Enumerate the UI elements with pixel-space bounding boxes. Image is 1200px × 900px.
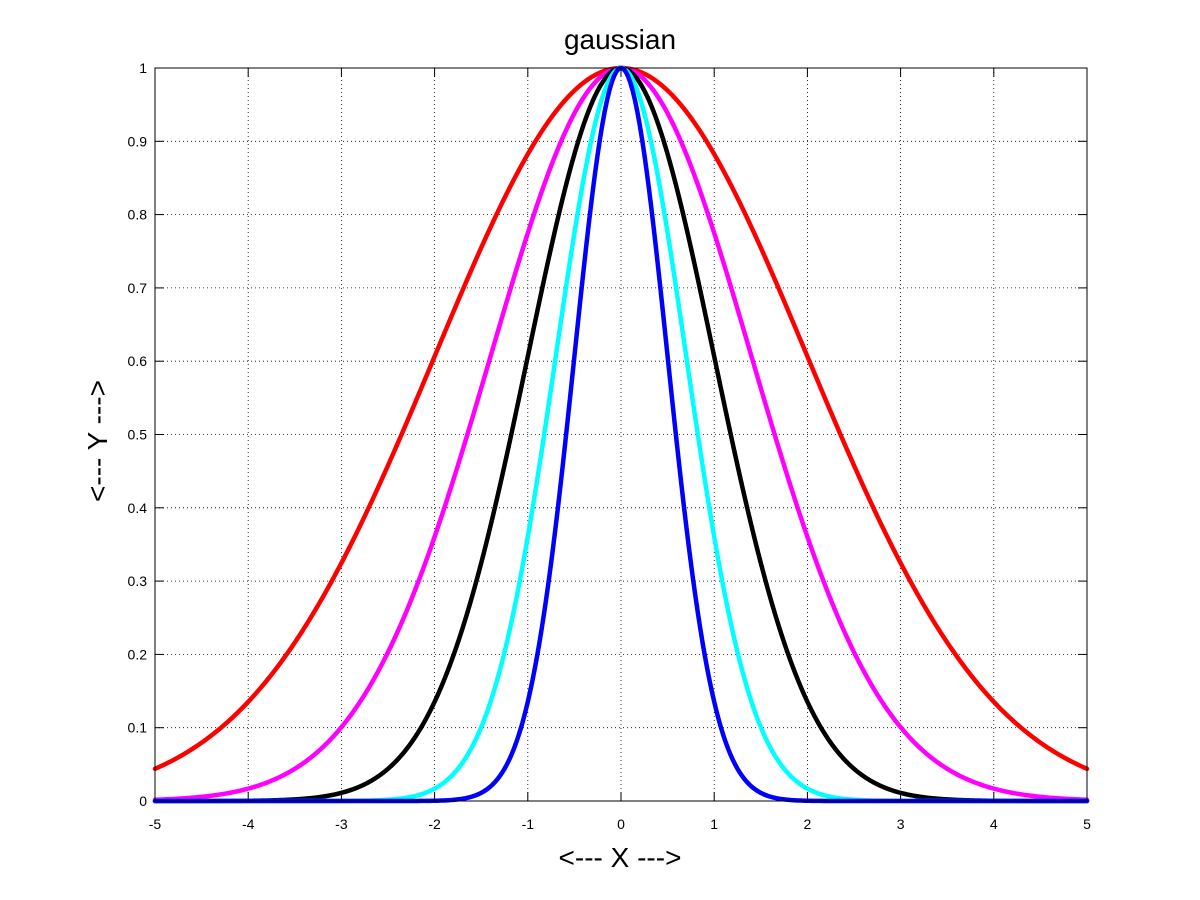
x-tick-label: 2 [804, 816, 812, 832]
y-tick-label: 0.9 [128, 133, 148, 149]
x-tick-label: 5 [1083, 816, 1091, 832]
x-tick-label: 4 [990, 816, 998, 832]
ticks [154, 67, 1088, 802]
y-tick-label: 0.7 [128, 280, 148, 296]
x-axis-label: <--- X ---> [559, 842, 682, 873]
x-tick-label: 3 [897, 816, 905, 832]
y-tick-label: 0.1 [128, 720, 148, 736]
x-tick-label: -3 [335, 816, 348, 832]
chart-title: gaussian [564, 24, 676, 55]
x-tick-label: 1 [710, 816, 718, 832]
y-tick-label: 0.5 [128, 427, 148, 443]
y-axis-label: <--- Y ---> [82, 380, 113, 502]
y-tick-labels: 0 0.1 0.2 0.3 0.4 0.5 0.6 0.7 0.8 0.9 1 [128, 60, 148, 809]
y-tick-label: 1 [139, 60, 147, 76]
y-tick-label: 0.6 [128, 353, 148, 369]
y-tick-label: 0.4 [128, 500, 148, 516]
y-tick-label: 0.8 [128, 207, 148, 223]
grid [155, 68, 1087, 801]
y-tick-label: 0 [139, 793, 147, 809]
x-tick-label: -4 [242, 816, 255, 832]
x-tick-labels: -5 -4 -3 -2 -1 0 1 2 3 4 5 [149, 816, 1091, 832]
y-tick-label: 0.3 [128, 573, 148, 589]
x-tick-label: -1 [522, 816, 535, 832]
x-tick-label: -5 [149, 816, 162, 832]
y-tick-label: 0.2 [128, 646, 148, 662]
x-tick-label: -2 [428, 816, 441, 832]
x-tick-label: 0 [617, 816, 625, 832]
